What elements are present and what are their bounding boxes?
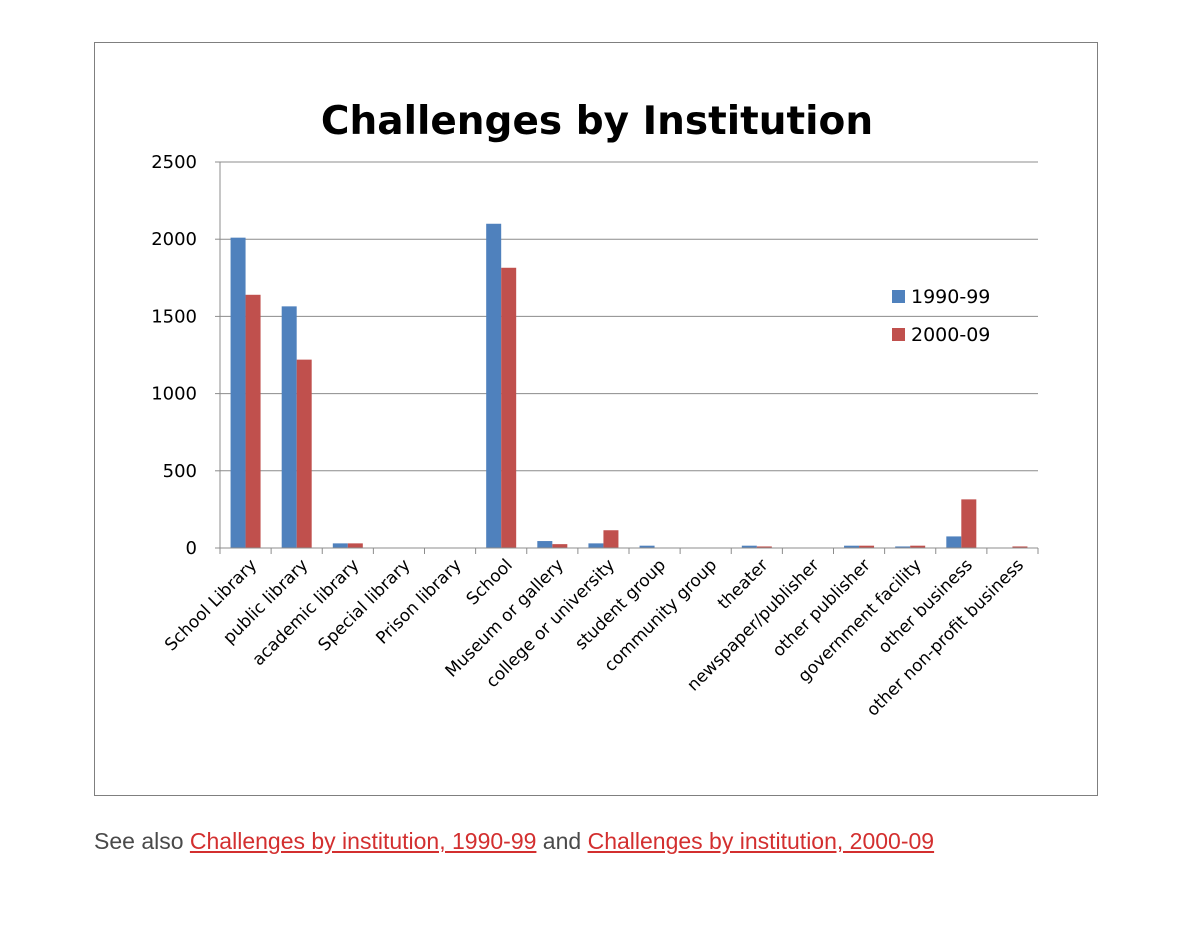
y-tick-label-2500: 2500 xyxy=(151,152,197,173)
bar-2000-09-museum-or-gallery xyxy=(552,544,568,548)
bar-2000-09-other-publisher xyxy=(859,545,875,548)
bar-2000-09-public-library xyxy=(296,359,312,548)
link-challenges-2000-09[interactable]: Challenges by institution, 2000-09 xyxy=(587,828,935,854)
axes xyxy=(215,161,1039,554)
bar-2000-09-academic-library xyxy=(347,543,363,548)
bar-1990-99-school-library xyxy=(230,237,246,548)
bar-1990-99-academic-library xyxy=(332,543,348,548)
x-category-label-student-group: student group xyxy=(571,555,670,654)
bar-1990-99-museum-or-gallery xyxy=(537,541,553,548)
bar-1990-99-school xyxy=(486,223,502,548)
bar-2000-09-college-or-university xyxy=(603,530,619,548)
x-category-label-special-library: Special library xyxy=(315,555,415,655)
y-tick-label-2000: 2000 xyxy=(151,229,197,250)
bar-2000-09-other-non-profit-business xyxy=(1012,546,1028,548)
bar-2000-09-school xyxy=(501,267,517,548)
see-also-prefix: See also xyxy=(94,828,190,854)
bar-2000-09-other-business xyxy=(961,499,977,548)
y-tick-label-1000: 1000 xyxy=(151,384,197,405)
legend-swatch-1990-99 xyxy=(892,290,905,303)
bar-2000-09-theater xyxy=(756,546,772,548)
legend-swatch-2000-09 xyxy=(892,328,905,341)
x-category-label-school-library: School Library xyxy=(161,555,261,655)
link-challenges-1990-99[interactable]: Challenges by institution, 1990-99 xyxy=(189,828,537,854)
bar-1990-99-public-library xyxy=(281,306,297,548)
chart-frame xyxy=(94,42,1098,796)
bar-1990-99-other-publisher xyxy=(844,545,860,548)
chart-title: Challenges by Institution xyxy=(321,99,873,144)
bar-2000-09-government-facility xyxy=(910,545,926,548)
legend-label-1990-99: 1990-99 xyxy=(911,286,990,308)
bar-1990-99-student-group xyxy=(639,545,655,548)
y-tick-label-500: 500 xyxy=(163,461,197,482)
legend: 1990-99 2000-09 xyxy=(892,286,990,346)
bar-1990-99-theater xyxy=(741,545,757,548)
y-tick-labels: 0 500 1000 1500 2000 2500 xyxy=(151,152,197,559)
bar-1990-99-college-or-university xyxy=(588,543,604,548)
see-also-and: and xyxy=(536,828,588,854)
bar-2000-09-school-library xyxy=(245,294,261,548)
y-tick-label-1500: 1500 xyxy=(151,306,197,327)
bars xyxy=(230,223,1028,548)
bar-1990-99-government-facility xyxy=(895,546,911,548)
y-tick-label-0: 0 xyxy=(186,538,197,559)
bar-1990-99-other-business xyxy=(946,536,962,548)
gridlines xyxy=(220,161,1038,472)
legend-label-2000-09: 2000-09 xyxy=(911,324,990,346)
see-also-line: See also Challenges by institution, 1990… xyxy=(94,828,934,855)
